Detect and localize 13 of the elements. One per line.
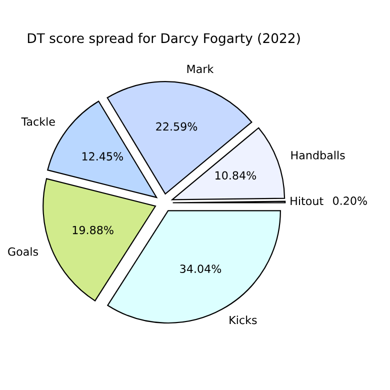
slice-label: Goals bbox=[8, 247, 38, 256]
slice-label: Handballs bbox=[291, 150, 345, 160]
data-label: 12.45% bbox=[82, 152, 123, 161]
chart-title: DT score spread for Darcy Fogarty (2022) bbox=[28, 32, 300, 46]
slice-label: Kicks bbox=[230, 316, 257, 324]
data-label: 10.84% bbox=[216, 171, 256, 180]
slice-label: Hitout bbox=[290, 196, 324, 206]
data-label: 0.20% bbox=[333, 196, 367, 205]
slice-label: Tackle bbox=[21, 117, 55, 126]
slice-label: Mark bbox=[187, 64, 214, 74]
data-label: 19.88% bbox=[72, 226, 114, 234]
data-label: 22.59% bbox=[156, 122, 198, 131]
data-label: 34.04% bbox=[180, 264, 222, 273]
